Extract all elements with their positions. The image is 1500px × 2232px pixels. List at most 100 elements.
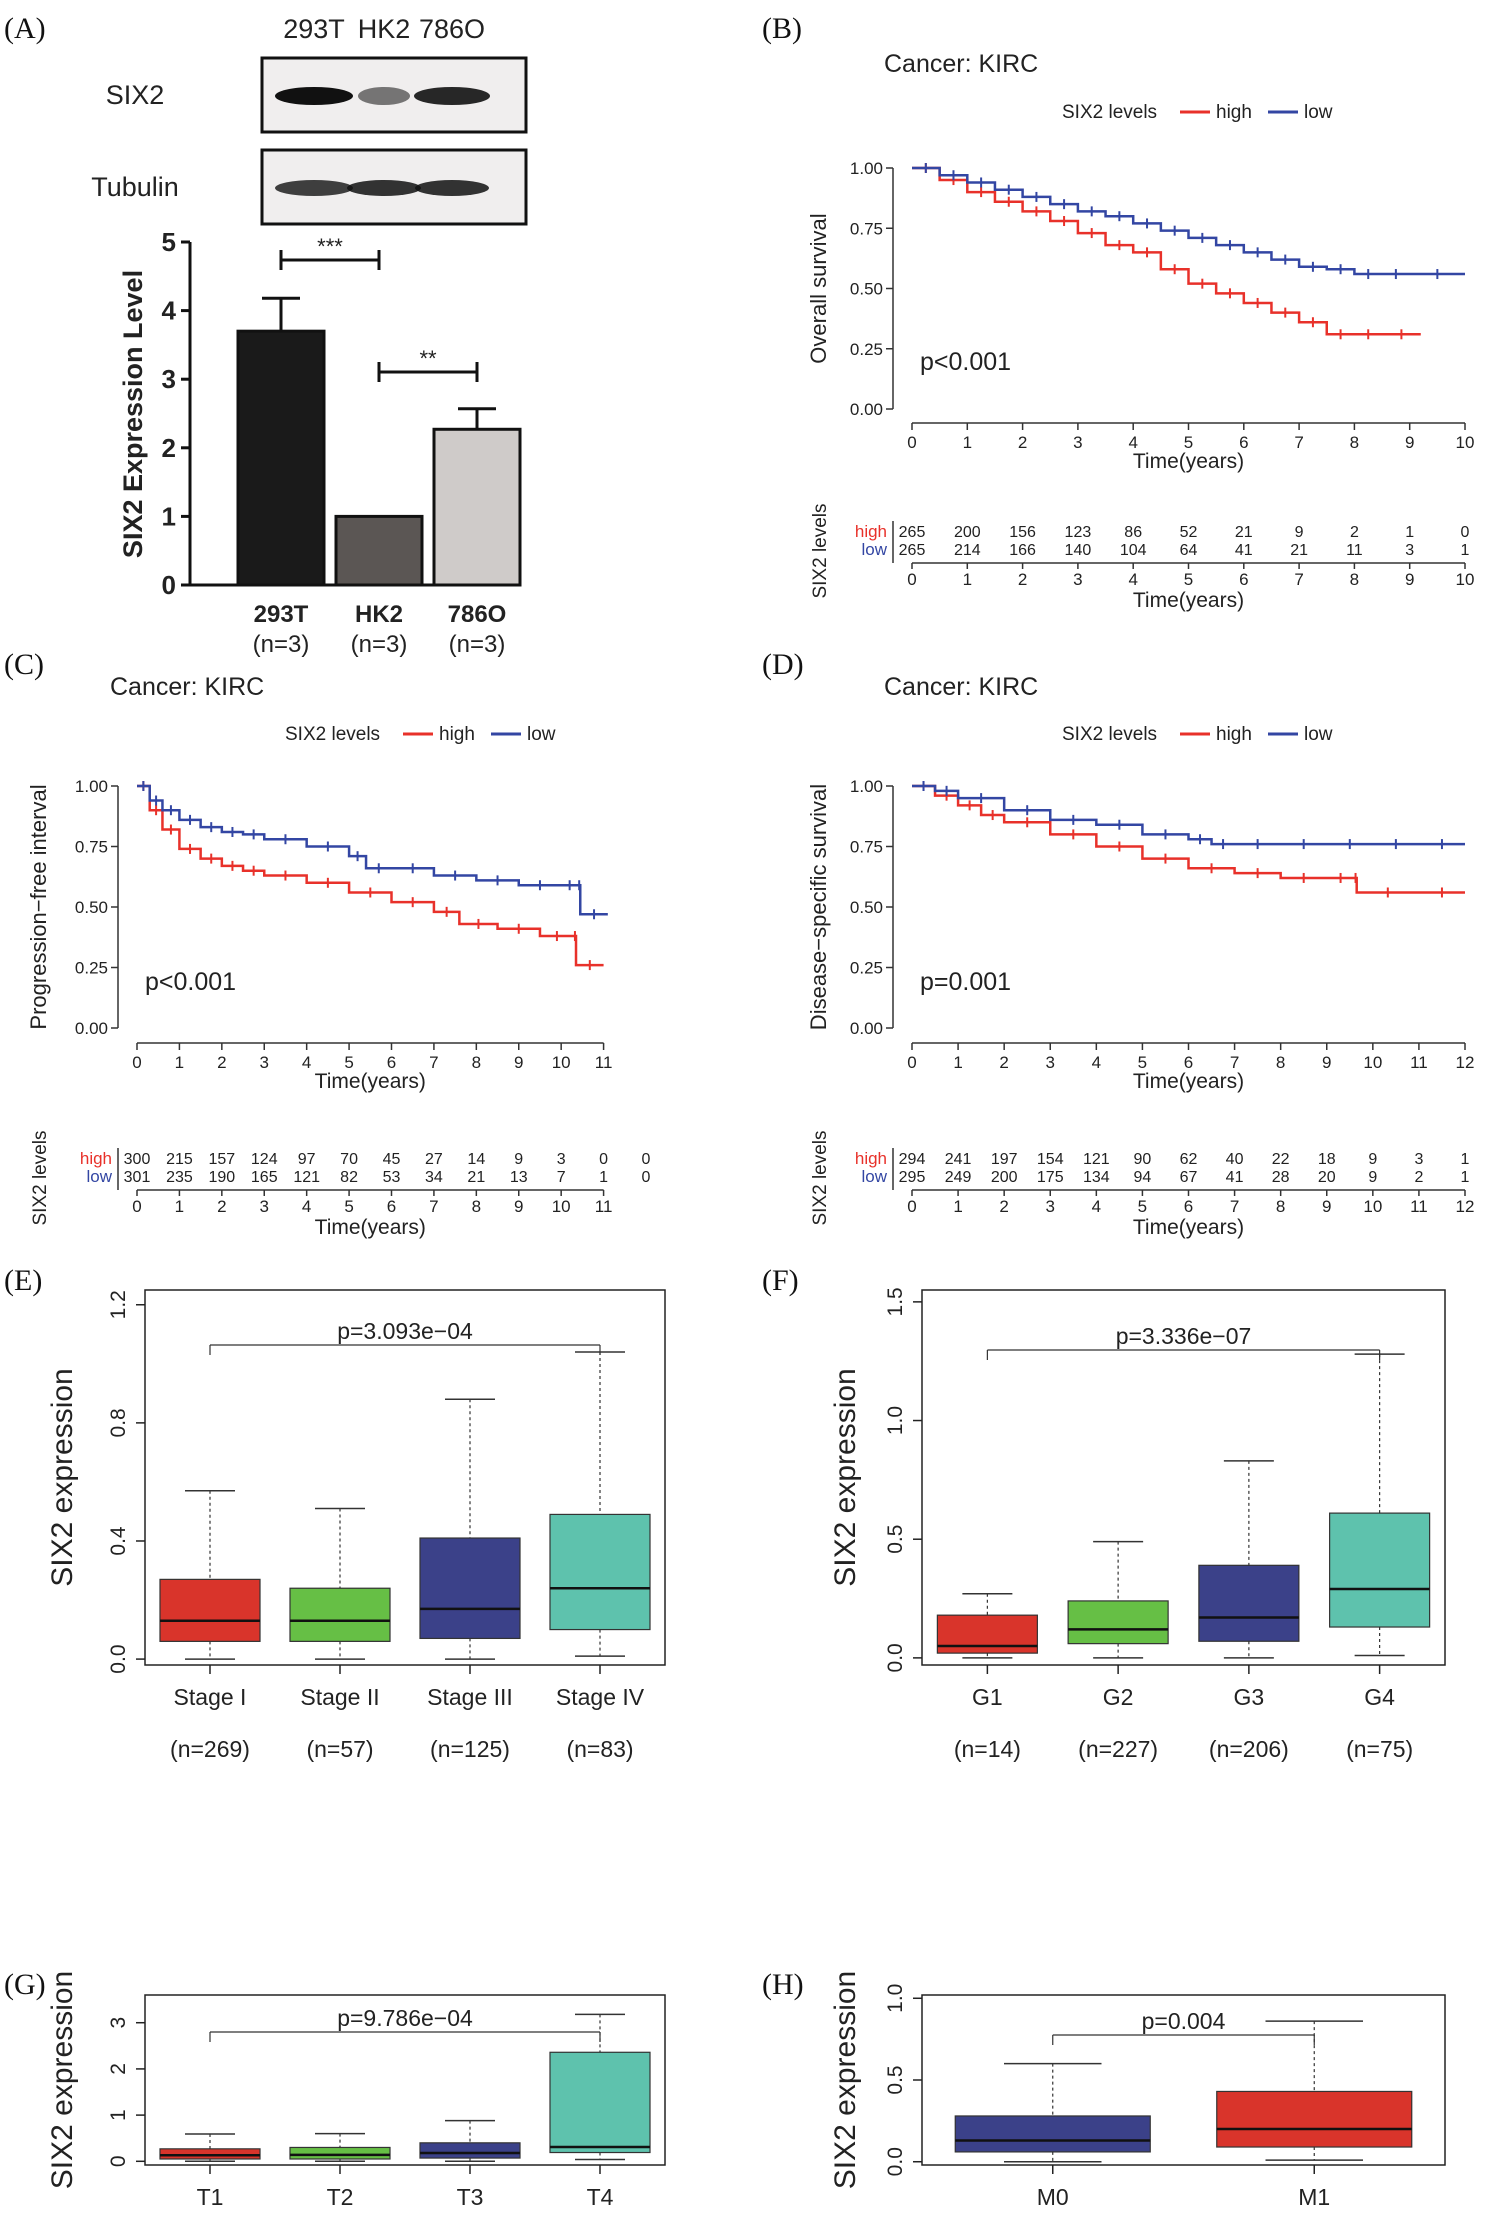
plot-frame	[144, 1289, 666, 1666]
risk-count-high: 3	[1414, 1151, 1423, 1168]
risk-table-x-tick-label: 10	[552, 1197, 571, 1216]
x-tick-label: 293T	[254, 601, 309, 628]
risk-table-x-tick-label: 7	[1230, 1197, 1239, 1216]
risk-table-x-tick-label: 3	[1073, 570, 1082, 589]
p-value: p=9.786e−04	[337, 2005, 473, 2031]
y-axis-label: SIX2 expression	[829, 1368, 862, 1586]
y-tick-label: 5	[162, 227, 176, 257]
y-tick-label: 0.50	[850, 898, 883, 917]
y-tick-label: 0	[162, 570, 176, 600]
p-value: p=0.001	[920, 968, 1011, 996]
x-tick-label: 1	[953, 1053, 962, 1072]
blot-lane-label: 293T	[283, 14, 345, 44]
risk-count-high: 45	[383, 1151, 401, 1168]
bar	[236, 329, 326, 587]
risk-count-high: 200	[954, 524, 981, 541]
y-tick-label: 3	[162, 364, 176, 394]
x-tick-label: Stage IV	[556, 1684, 645, 1710]
x-tick-label: G4	[1364, 1684, 1395, 1710]
plot-frame	[144, 1994, 666, 2166]
risk-count-high: 265	[899, 524, 926, 541]
risk-table-x-tick-label: 9	[1322, 1197, 1331, 1216]
panel-label-d: (D)	[762, 648, 804, 681]
y-tick-label: 4	[162, 296, 177, 326]
panel-label-c: (C)	[4, 648, 44, 681]
y-axis-label: SIX2 expression	[829, 1971, 862, 2189]
risk-row-label-high: high	[855, 522, 887, 541]
x-tick-label: 4	[1128, 433, 1137, 452]
risk-count-high: 40	[1226, 1151, 1244, 1168]
box	[289, 1587, 391, 1642]
y-axis-label: SIX2 expression	[46, 1971, 79, 2189]
risk-count-high: 27	[425, 1151, 443, 1168]
y-tick-label: 0.0	[107, 1644, 130, 1673]
blot-band	[415, 180, 489, 196]
bar	[334, 514, 424, 587]
risk-table-x-tick-label: 2	[1018, 570, 1027, 589]
risk-count-high: 300	[124, 1151, 151, 1168]
y-tick-label: 0.75	[850, 838, 883, 857]
box	[159, 1578, 261, 1642]
x-tick-label: 4	[302, 1053, 311, 1072]
x-axis-label: Time(years)	[1133, 450, 1244, 473]
x-tick-label: 11	[1410, 1053, 1428, 1072]
risk-table-x-tick-label: 8	[472, 1197, 481, 1216]
risk-count-low: 2	[1414, 1169, 1423, 1186]
blot-band	[275, 180, 353, 196]
risk-count-high: 1	[1461, 1151, 1470, 1168]
y-tick-label: 1	[162, 501, 176, 531]
y-tick-label: 0.25	[75, 959, 108, 978]
x-tick-label: 7	[1230, 1053, 1239, 1072]
y-axis-label: Overall survival	[806, 213, 831, 363]
legend-title: SIX2 levels	[1062, 102, 1157, 123]
x-tick-label: 1	[963, 433, 972, 452]
blot-lane-label: HK2	[358, 14, 411, 44]
km-curve-low	[912, 784, 1465, 846]
risk-table-label: SIX2 levels	[810, 503, 831, 598]
n-label: (n=83)	[566, 1736, 633, 1762]
risk-table-x-tick-label: 0	[132, 1197, 141, 1216]
risk-count-high: 3	[557, 1151, 566, 1168]
risk-count-high: 156	[1009, 524, 1036, 541]
risk-count-low: 134	[1083, 1169, 1110, 1186]
y-tick-label: 0.25	[850, 340, 883, 359]
y-tick-label: 0.25	[850, 959, 883, 978]
n-label: (n=125)	[430, 1736, 510, 1762]
risk-count-low: 94	[1134, 1169, 1152, 1186]
risk-count-low: 34	[425, 1169, 443, 1186]
x-axis-label: Time(years)	[315, 1070, 426, 1093]
y-tick-label: 2	[162, 433, 176, 463]
risk-count-low: 9	[1368, 1169, 1377, 1186]
n-label: (n=57)	[306, 1736, 373, 1762]
risk-count-low: 1	[1461, 1169, 1470, 1186]
y-tick-label: 0.0	[884, 2147, 907, 2176]
km-curve-high	[912, 784, 1465, 894]
y-tick-label: 1.2	[107, 1290, 130, 1319]
x-tick-label: 3	[260, 1053, 269, 1072]
box	[1067, 1600, 1169, 1645]
p-value: p=0.004	[1142, 2008, 1226, 2034]
panel-label-f: (F)	[762, 1264, 799, 1297]
x-tick-label: 3	[1046, 1053, 1055, 1072]
km-curve-low	[137, 784, 608, 916]
risk-count-high: 0	[642, 1151, 651, 1168]
risk-count-high: 22	[1272, 1151, 1290, 1168]
risk-table-x-tick-label: 1	[953, 1197, 962, 1216]
y-tick-label: 0	[107, 2155, 130, 2167]
risk-count-low: 3	[1405, 542, 1414, 559]
x-tick-label: T3	[457, 2184, 484, 2210]
y-tick-label: 1.00	[850, 777, 883, 796]
risk-table-x-tick-label: 4	[1092, 1197, 1101, 1216]
risk-count-high: 215	[166, 1151, 193, 1168]
risk-count-high: 241	[945, 1151, 972, 1168]
risk-count-low: 7	[557, 1169, 566, 1186]
x-tick-label: 5	[344, 1053, 353, 1072]
risk-table-x-tick-label: 4	[1128, 570, 1137, 589]
risk-row-label-high: high	[855, 1149, 887, 1168]
risk-count-low: 13	[510, 1169, 528, 1186]
panel-label-a: (A)	[4, 12, 46, 45]
box	[549, 1513, 651, 1631]
risk-count-high: 52	[1180, 524, 1198, 541]
chart-title: Cancer: KIRC	[884, 673, 1038, 701]
x-tick-label: Stage II	[300, 1684, 379, 1710]
